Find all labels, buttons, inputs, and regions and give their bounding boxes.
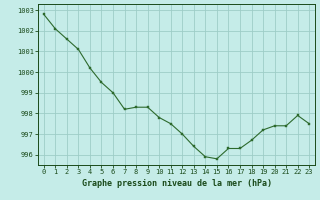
X-axis label: Graphe pression niveau de la mer (hPa): Graphe pression niveau de la mer (hPa) bbox=[82, 179, 271, 188]
